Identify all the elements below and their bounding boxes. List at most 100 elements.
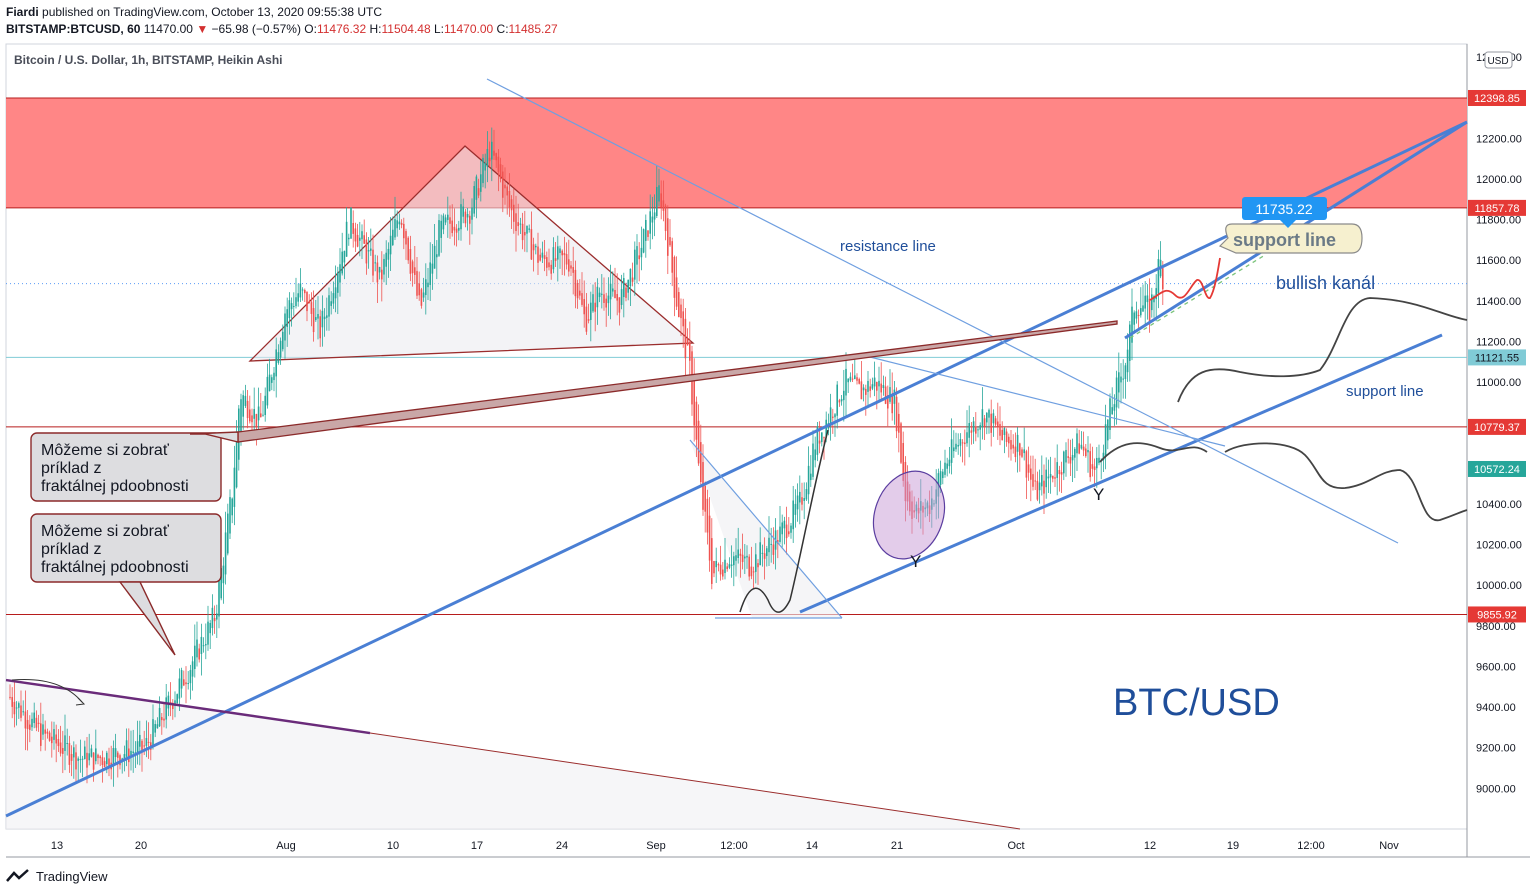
- support-callout-bubble[interactable]: [1218, 223, 1363, 254]
- candle-body: [79, 759, 82, 761]
- candle-body: [279, 340, 282, 358]
- y-tick-label: 12200.00: [1476, 133, 1522, 145]
- candle-body: [458, 227, 460, 231]
- candle-body: [858, 378, 860, 384]
- candle-body: [873, 377, 876, 387]
- support-line-lower[interactable]: [799, 333, 1443, 614]
- candle-body: [550, 264, 552, 274]
- x-tick-label: Nov: [1379, 840, 1399, 852]
- candle-body: [1041, 475, 1043, 487]
- decline-line[interactable]: [369, 732, 1021, 830]
- candle-body: [431, 263, 434, 274]
- candle-body: [416, 271, 418, 296]
- candle-body: [268, 374, 271, 392]
- candle-body: [642, 229, 645, 253]
- candle-body: [255, 413, 258, 427]
- candle-body: [271, 377, 273, 383]
- price-level-tag-label: 10779.37: [1474, 422, 1520, 434]
- candle-body: [966, 432, 968, 444]
- candle-body: [222, 565, 225, 584]
- candle-body: [334, 287, 337, 299]
- candle-body: [436, 254, 438, 258]
- candle-body: [97, 754, 99, 759]
- candle-body: [488, 157, 491, 162]
- price-level-tag-label: 9855.92: [1477, 609, 1517, 621]
- candle-body: [213, 617, 216, 622]
- candle-body: [220, 568, 222, 599]
- resistance-line-label: resistance line: [840, 238, 936, 255]
- candle-body: [442, 215, 445, 230]
- candle-body: [244, 395, 247, 406]
- candle-body: [444, 217, 447, 223]
- candle-body: [1074, 448, 1076, 458]
- fractal-callout-2-line: Môžeme si zobrať: [41, 523, 170, 540]
- resistance-zone[interactable]: [6, 97, 1467, 208]
- close-value: 11485.27: [508, 22, 558, 36]
- highlight-ellipse[interactable]: [862, 461, 957, 569]
- candle-body: [464, 211, 467, 224]
- candle-body: [1133, 312, 1135, 325]
- candle-body: [1135, 311, 1138, 319]
- candle-body: [15, 707, 18, 709]
- candle-body: [869, 386, 871, 391]
- fractal-callout-1-tail: [189, 431, 239, 443]
- candle-body: [825, 419, 827, 438]
- candle-body: [64, 735, 66, 751]
- resistance-line[interactable]: [486, 78, 1399, 544]
- candle-body: [365, 239, 368, 264]
- candle-body: [370, 248, 372, 251]
- candle-body: [425, 279, 427, 296]
- footer-brand[interactable]: TradingView: [36, 868, 108, 884]
- trend-line-main[interactable]: [5, 120, 1468, 818]
- candle-body: [759, 542, 761, 566]
- y-tick-label: 9200.00: [1476, 743, 1516, 755]
- candle-body: [748, 556, 750, 577]
- candle-body: [123, 754, 126, 760]
- candle-body: [339, 264, 341, 283]
- fractal-callout-2-line: fraktálnej pdoobnosti: [41, 559, 189, 576]
- candle-body: [502, 171, 504, 198]
- candle-body: [722, 569, 724, 577]
- candle-body: [374, 262, 376, 264]
- x-tick-label: 13: [51, 840, 63, 852]
- candle-body: [744, 556, 746, 559]
- candle-body: [818, 440, 821, 444]
- candle-body: [499, 164, 502, 179]
- candle-body: [400, 222, 403, 225]
- candle-body: [163, 718, 165, 721]
- footer: TradingView: [6, 866, 108, 886]
- fractal-callout-1-line: Môžeme si zobrať: [41, 442, 170, 459]
- candle-body: [1025, 451, 1028, 478]
- candle-body: [103, 761, 106, 768]
- candle-body: [836, 384, 838, 416]
- candle-body: [803, 497, 805, 501]
- candle-body: [713, 561, 715, 574]
- candle-body: [893, 389, 896, 404]
- candle-body: [664, 205, 667, 231]
- triangle-pattern[interactable]: [248, 145, 695, 362]
- candle-body: [418, 283, 420, 296]
- wedge-line[interactable]: [689, 439, 843, 619]
- candle-body: [1080, 444, 1083, 449]
- candle-body: [1124, 365, 1127, 380]
- price-tag-box[interactable]: [1242, 197, 1327, 220]
- currency-button[interactable]: [1484, 51, 1513, 69]
- candle-body: [288, 300, 291, 319]
- candle-body: [286, 309, 288, 328]
- candle-body: [728, 564, 731, 568]
- author-name[interactable]: Fiardi: [6, 5, 39, 19]
- resistance-line-2[interactable]: [869, 356, 1226, 447]
- price-tag-pointer: [1280, 220, 1296, 228]
- candle-body: [561, 250, 563, 256]
- candle-body: [598, 292, 601, 298]
- candle-body: [257, 406, 260, 421]
- candle-body: [491, 141, 493, 160]
- fractal-callout-1-box[interactable]: [30, 432, 222, 502]
- candle-body: [737, 549, 739, 558]
- candle-body: [200, 636, 203, 654]
- candle-body: [161, 717, 163, 721]
- candle-body: [191, 661, 194, 677]
